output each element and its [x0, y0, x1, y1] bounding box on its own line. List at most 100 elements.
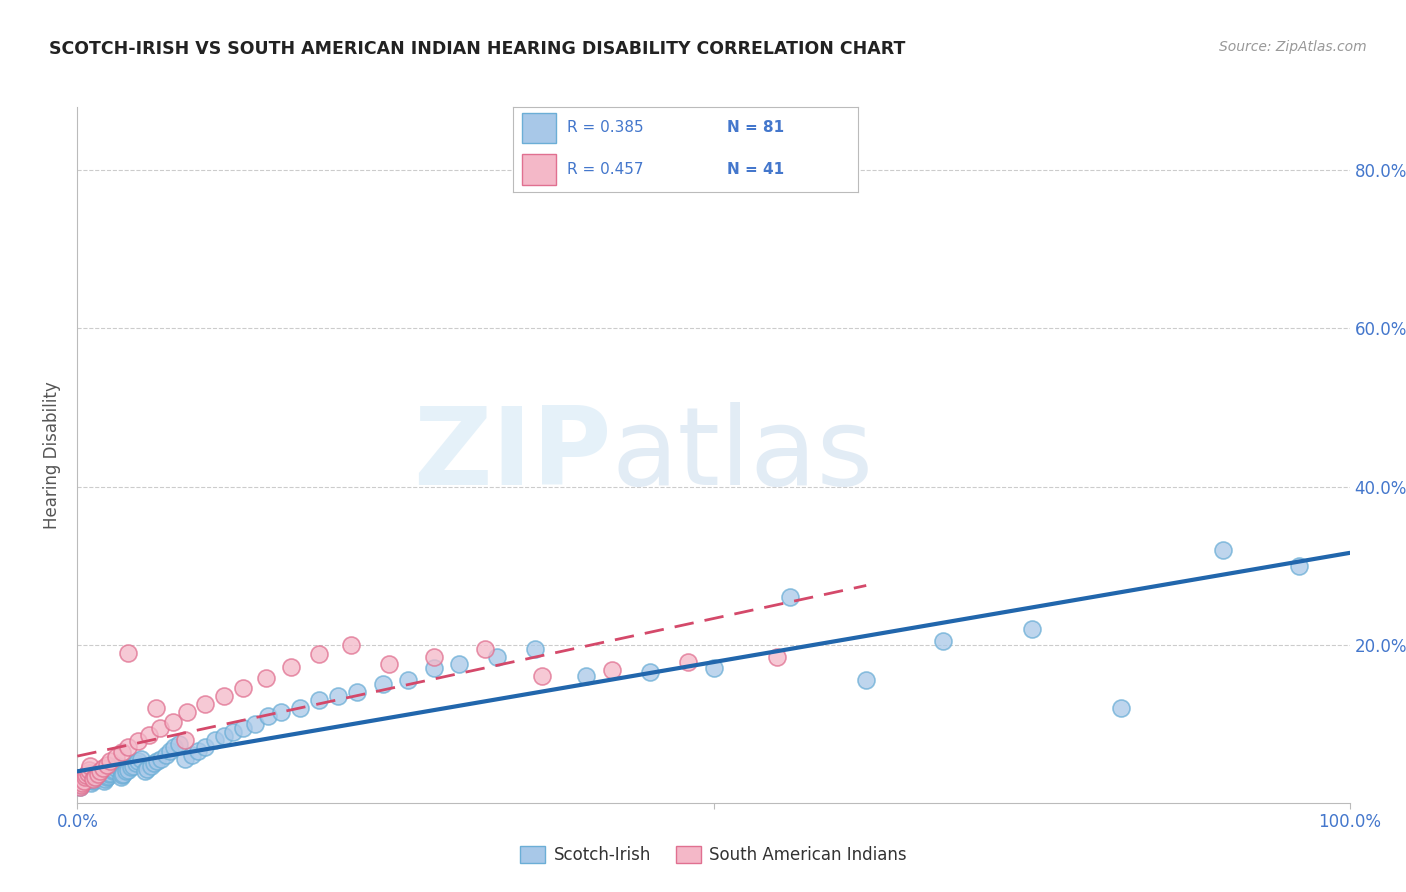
- Point: [111, 745, 134, 759]
- Point: [82, 772, 104, 786]
- Point: [378, 657, 401, 672]
- Point: [70, 778, 93, 792]
- Point: [194, 740, 217, 755]
- Point: [73, 773, 96, 788]
- Point: [129, 751, 152, 765]
- Point: [84, 770, 107, 784]
- Point: [1288, 558, 1310, 573]
- Text: SCOTCH-IRISH VS SOUTH AMERICAN INDIAN HEARING DISABILITY CORRELATION CHART: SCOTCH-IRISH VS SOUTH AMERICAN INDIAN HE…: [49, 40, 905, 58]
- Point: [96, 757, 118, 772]
- Bar: [522, 113, 557, 144]
- Point: [155, 748, 177, 763]
- Point: [125, 756, 148, 771]
- Point: [110, 770, 132, 784]
- Point: [340, 638, 363, 652]
- Point: [638, 665, 661, 680]
- Point: [136, 762, 159, 776]
- Point: [75, 772, 97, 786]
- Point: [89, 764, 111, 779]
- Point: [931, 633, 953, 648]
- Point: [89, 764, 111, 779]
- Point: [474, 641, 496, 656]
- Point: [174, 752, 197, 766]
- Point: [86, 768, 108, 782]
- Point: [127, 754, 149, 768]
- Point: [103, 763, 125, 777]
- Point: [1212, 542, 1234, 557]
- Point: [90, 764, 112, 778]
- Point: [94, 772, 117, 786]
- Point: [163, 740, 186, 755]
- Point: [149, 722, 172, 736]
- Point: [84, 772, 107, 786]
- Point: [145, 701, 167, 715]
- Point: [422, 661, 444, 675]
- Point: [257, 708, 280, 723]
- Point: [101, 764, 124, 779]
- Point: [80, 776, 103, 790]
- Point: [232, 721, 254, 735]
- Point: [79, 765, 101, 780]
- Point: [180, 748, 202, 763]
- Point: [212, 729, 235, 743]
- Point: [139, 759, 162, 773]
- Point: [117, 646, 139, 660]
- Point: [93, 773, 115, 788]
- Point: [111, 768, 134, 782]
- Point: [107, 759, 129, 773]
- Point: [245, 716, 267, 731]
- Point: [204, 732, 226, 747]
- Point: [187, 744, 209, 758]
- Text: N = 41: N = 41: [727, 162, 785, 178]
- Point: [117, 740, 139, 755]
- Point: [70, 778, 93, 792]
- Point: [91, 762, 114, 776]
- Point: [1109, 701, 1132, 715]
- Point: [159, 744, 181, 758]
- Point: [308, 647, 330, 661]
- Point: [600, 663, 623, 677]
- Point: [134, 764, 156, 779]
- Point: [150, 751, 173, 765]
- Point: [194, 697, 217, 711]
- Point: [77, 769, 100, 783]
- Point: [76, 771, 98, 785]
- Point: [221, 724, 243, 739]
- Point: [142, 756, 165, 771]
- Point: [127, 734, 149, 748]
- Point: [86, 770, 108, 784]
- Point: [69, 780, 91, 794]
- Point: [176, 705, 198, 719]
- Point: [138, 728, 160, 742]
- Point: [280, 660, 302, 674]
- Text: ZIP: ZIP: [413, 402, 612, 508]
- Text: atlas: atlas: [612, 402, 873, 508]
- Point: [87, 766, 110, 780]
- Point: [69, 780, 91, 794]
- Point: [96, 771, 118, 785]
- Point: [486, 649, 509, 664]
- Point: [72, 777, 94, 791]
- Point: [174, 732, 197, 747]
- Point: [449, 657, 471, 672]
- Point: [79, 759, 101, 773]
- Point: [254, 671, 277, 685]
- Point: [73, 773, 96, 788]
- Point: [146, 754, 169, 768]
- Point: [79, 767, 101, 781]
- Point: [779, 591, 801, 605]
- Point: [346, 685, 368, 699]
- Point: [855, 673, 877, 688]
- Point: [104, 750, 127, 764]
- Point: [73, 775, 96, 789]
- Point: [86, 767, 108, 781]
- Point: [100, 754, 122, 768]
- Point: [72, 776, 94, 790]
- Point: [98, 767, 121, 781]
- Point: [288, 701, 311, 715]
- Point: [396, 673, 419, 688]
- Point: [77, 763, 100, 777]
- Point: [83, 772, 105, 787]
- Text: R = 0.385: R = 0.385: [567, 120, 643, 135]
- Point: [371, 677, 394, 691]
